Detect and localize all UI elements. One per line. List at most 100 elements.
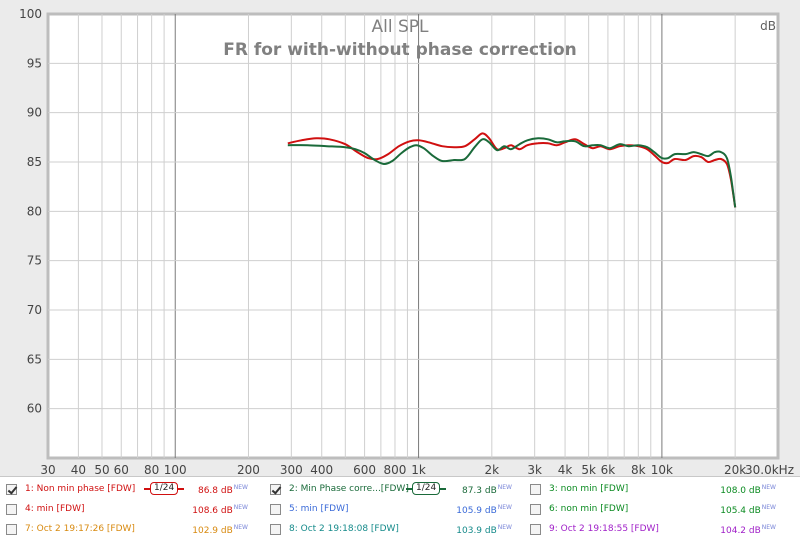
grid-lines [48,14,778,458]
x-tick-label: 10k [651,463,673,476]
y-tick-label: 80 [27,204,42,218]
legend-value-text: 105.9 dB [456,506,497,516]
smoothing-label: 1/24 [150,482,179,495]
y-tick-label: 85 [27,155,42,169]
series-line-2 [287,137,737,208]
smoothing-line [440,487,447,490]
new-badge: NEW [761,504,776,511]
y-tick-label: 95 [27,56,42,70]
legend-checkbox[interactable] [270,523,281,535]
x-tick-label: 40 [71,463,86,476]
smoothing-label: 1/24 [412,482,441,495]
legend-label: 7: Oct 2 19:17:26 [FDW] [25,524,135,534]
frequency-response-chart: 60 65 70 75 80 85 90 95 100 30 40 50 60 80 100 200 300 4… [19,7,794,476]
series-lines [287,132,737,208]
legend-checkbox[interactable] [6,523,17,535]
y-tick-label: 70 [27,303,42,317]
x-tick-label: 3k [527,463,542,476]
legend-value-text: 104.2 dB [720,526,761,536]
y-tick-label: 75 [27,254,42,268]
smoothing-line [178,487,185,490]
x-tick-label: 60 [114,463,129,476]
smoothing-line [406,487,412,490]
legend-label: 8: Oct 2 19:18:08 [FDW] [289,524,399,534]
legend-checkbox[interactable] [270,503,281,515]
x-tick-label: 2k [485,463,500,476]
legend-value-text: 108.6 dB [192,506,233,516]
series-line-1 [287,132,737,208]
legend-checkbox[interactable] [530,503,541,515]
legend-label: 2: Min Phase corre...[FDW] [289,484,409,494]
x-tick-label: 300 [280,463,303,476]
legend-value: 108.6 dBNEW [192,504,248,516]
y-tick-label: 60 [27,402,42,416]
smoothing-line [144,487,150,490]
y-axis-label: dB [760,19,776,33]
x-tick-label: 5k [581,463,596,476]
legend-item[interactable]: 7: Oct 2 19:17:26 [FDW] [6,521,135,537]
new-badge: NEW [761,524,776,531]
x-tick-label: 30.0kHz [745,463,794,476]
legend-checkbox[interactable] [530,483,541,495]
legend-item[interactable]: 2: Min Phase corre...[FDW] [270,481,409,497]
legend-item[interactable]: 1: Non min phase [FDW] [6,481,135,497]
legend-label: 6: non min [FDW] [549,504,629,514]
legend-value-text: 105.4 dB [720,506,761,516]
new-badge: NEW [233,524,248,531]
x-tick-label: 1k [411,463,426,476]
legend-checkbox[interactable] [6,483,17,495]
x-tick-label: 6k [601,463,616,476]
y-tick-label: 100 [19,7,42,21]
new-badge: NEW [497,524,512,531]
legend-value: 104.2 dBNEW [720,524,776,536]
legend-item[interactable]: 9: Oct 2 19:18:55 [FDW] [530,521,659,537]
smoothing-indicator[interactable]: 1/24 [406,482,447,495]
plot-area[interactable] [46,12,780,460]
x-tick-label: 8k [631,463,646,476]
legend-value-text: 87.3 dB [461,486,497,496]
new-badge: NEW [497,484,512,491]
x-tick-label: 20k [724,463,746,476]
x-tick-label: 400 [310,463,333,476]
measurement-legend: 1: Non min phase [FDW] 1/24 86.8 dBNEW 2: M… [0,476,800,544]
y-tick-labels: 60 65 70 75 80 85 90 95 100 [19,7,42,416]
legend-value: 86.8 dBNEW [198,484,248,496]
legend-item[interactable]: 8: Oct 2 19:18:08 [FDW] [270,521,399,537]
legend-item[interactable]: 6: non min [FDW] [530,501,628,517]
legend-value-text: 108.0 dB [720,486,761,496]
x-tick-label: 50 [94,463,109,476]
legend-value: 105.9 dBNEW [456,504,512,516]
new-badge: NEW [761,484,776,491]
legend-value-text: 102.9 dB [192,526,233,536]
legend-label: 4: min [FDW] [25,504,85,514]
legend-value: 102.9 dBNEW [192,524,248,536]
legend-value-text: 86.8 dB [197,486,233,496]
chart-subtitle: FR for with-without phase correction [223,40,577,60]
legend-value: 103.9 dBNEW [456,524,512,536]
y-tick-label: 90 [27,106,42,120]
x-tick-label: 100 [164,463,187,476]
legend-label: 1: Non min phase [FDW] [25,484,136,494]
x-tick-label: 200 [237,463,260,476]
legend-value-text: 103.9 dB [456,526,497,536]
legend-item[interactable]: 5: min [FDW] [270,501,348,517]
x-tick-label: 80 [144,463,159,476]
x-tick-label: 4k [558,463,573,476]
legend-value: 108.0 dBNEW [720,484,776,496]
x-tick-label: 800 [384,463,407,476]
legend-item[interactable]: 3: non min [FDW] [530,481,628,497]
new-badge: NEW [233,484,248,491]
legend-checkbox[interactable] [270,483,281,495]
smoothing-indicator[interactable]: 1/24 [144,482,185,495]
y-tick-label: 65 [27,352,42,366]
legend-checkbox[interactable] [530,523,541,535]
legend-checkbox[interactable] [6,503,17,515]
chart-title: All SPL [372,17,430,37]
x-tick-labels: 30 40 50 60 80 100 200 300 400 600 800 1k 2k 3k 4k 5k 6k… [40,463,794,476]
legend-value: 105.4 dBNEW [720,504,776,516]
legend-item[interactable]: 4: min [FDW] [6,501,84,517]
legend-label: 5: min [FDW] [289,504,349,514]
x-tick-label: 600 [353,463,376,476]
legend-label: 3: non min [FDW] [549,484,629,494]
new-badge: NEW [233,504,248,511]
